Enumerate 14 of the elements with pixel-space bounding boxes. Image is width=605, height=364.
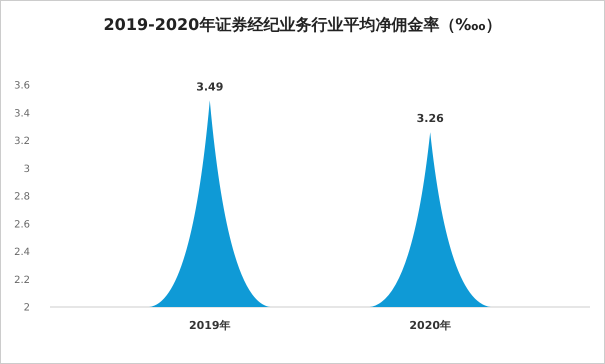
y-tick-label: 2.2 xyxy=(14,274,30,286)
y-tick-label: 3 xyxy=(24,164,30,175)
y-tick-label: 2.4 xyxy=(14,247,30,258)
x-tick-label: 2020年 xyxy=(409,319,452,332)
data-label: 3.49 xyxy=(196,80,224,94)
y-tick-label: 3.2 xyxy=(14,136,30,147)
y-tick-label: 3.6 xyxy=(14,80,30,92)
x-tick-label: 2019年 xyxy=(188,319,231,332)
data-label: 3.26 xyxy=(416,112,444,126)
chart-title: 2019-2020年证券经纪业务行业平均净佣金率（‱） xyxy=(104,15,502,34)
y-tick-label: 2.6 xyxy=(14,219,30,230)
y-tick-label: 3.4 xyxy=(14,108,30,120)
y-tick-label: 2.8 xyxy=(14,192,30,202)
y-tick-label: 2 xyxy=(24,302,30,314)
